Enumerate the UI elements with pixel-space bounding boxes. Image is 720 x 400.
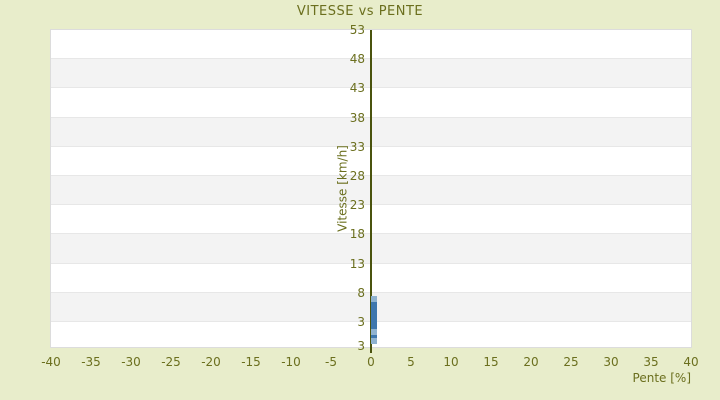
x-tick-label: 0 [367,355,375,369]
x-tick-label: -30 [121,355,141,369]
y-tick-label: 23 [349,198,365,213]
data-point [371,334,378,341]
x-tick-label: 5 [407,355,415,369]
data-point [371,325,378,332]
y-tick-label: 33 [349,139,365,154]
y-tick-label: 28 [349,169,365,183]
x-tick-label: -5 [325,355,337,369]
y-tick-label: 53 [349,23,365,37]
x-tick-label: 35 [643,355,659,369]
x-tick-label: 20 [523,355,539,369]
plot-area [50,29,692,353]
data-point [371,313,378,320]
data-point-faded [371,328,378,335]
y-axis-title: Vitesse [km/h] [335,145,350,232]
x-tick-label: 40 [683,355,699,369]
y-tick-label: 48 [349,52,365,67]
y-tick-label: 3 [357,315,365,329]
y-tick-label: 43 [349,81,365,96]
x-tick-label: 15 [483,355,499,369]
x-tick-label: -25 [161,355,181,369]
y-tick-label: 38 [349,110,365,125]
y-tick-label: 3 [357,339,365,353]
data-point-faded [371,295,378,302]
x-tick-label: 10 [443,355,459,369]
axis-line-x0 [370,30,372,353]
x-tick-label: -40 [41,355,61,369]
y-tick-label: 13 [349,256,365,271]
x-tick-label: -20 [201,355,221,369]
x-tick-label: 25 [563,355,579,369]
y-tick-label: 8 [357,285,365,300]
x-tick-label: -15 [241,355,261,369]
x-axis-title: Pente [%] [632,371,691,385]
data-point-faded [371,338,378,345]
x-tick-label: -35 [81,355,101,369]
page-title: VITESSE vs PENTE [296,4,424,19]
x-tick-label: -10 [281,355,301,369]
y-tick-label: 18 [349,227,365,242]
x-tick-label: 30 [603,355,619,369]
